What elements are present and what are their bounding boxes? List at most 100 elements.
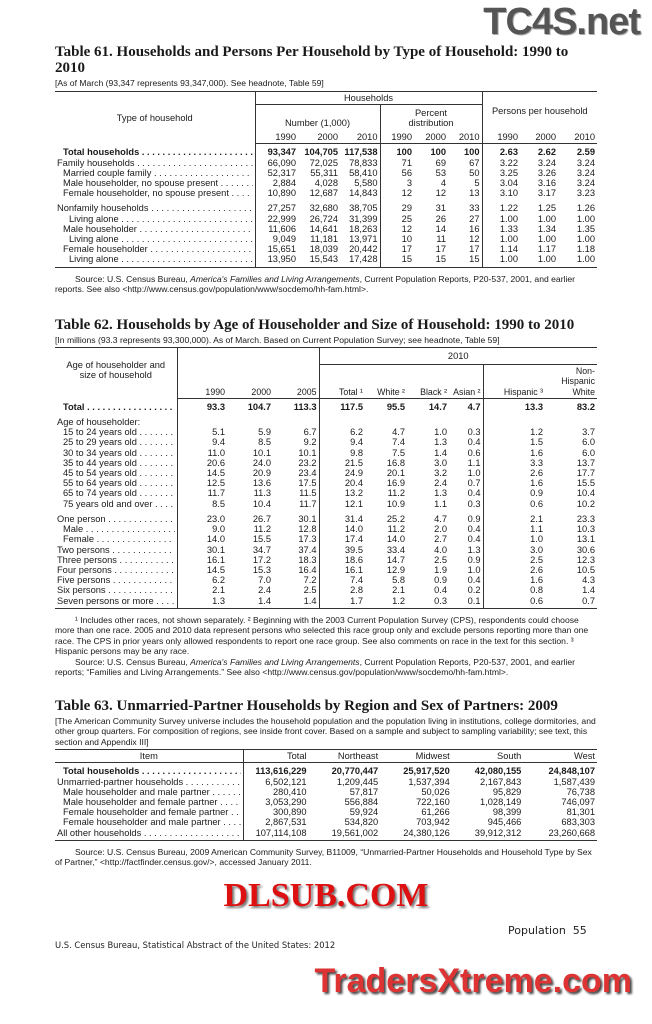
cell-value: 6.2 <box>318 427 365 438</box>
cell-value: 6.7 <box>303 427 317 438</box>
cell-value: 15 <box>469 254 480 265</box>
table-row: 15 to 24 years old5.1 5.9 6.76.2 4.7 1.0 0.31… <box>55 427 597 438</box>
row-label: Two persons <box>57 545 175 555</box>
column-header: 2000 <box>298 131 340 145</box>
table-row: Male9.0 11.2 12.814.0 11.2 2.0 0.41.1 10.3 <box>55 524 597 535</box>
table-62: Table 62. Households by Age of Household… <box>55 317 597 678</box>
cell-value: 280,410 <box>242 786 309 798</box>
cell-value: 83.2 <box>576 401 595 412</box>
cell-value: 20,770,447 <box>331 766 379 777</box>
column-header: South <box>451 749 524 764</box>
column-header: Total <box>242 749 309 764</box>
cell-value: 3.3 <box>482 457 545 469</box>
cell-value: 15,543 <box>309 254 338 265</box>
row-label: Seven persons or more <box>57 596 175 606</box>
cell-value: 4.7 <box>467 401 481 412</box>
cell-value: 1.1 <box>467 457 481 468</box>
cell-value: 53 <box>435 167 446 178</box>
cell-value: 1.25 <box>537 203 556 214</box>
cell-value: 300,890 <box>242 807 309 818</box>
cell-value: 2.7 <box>434 534 447 545</box>
cell-value: 52,317 <box>254 167 298 178</box>
stub-header: Age of householder and size of household <box>66 360 166 381</box>
column-header: 2010 <box>340 131 380 145</box>
cell-value: 27,257 <box>254 198 298 214</box>
cell-value: 3.24 <box>576 167 595 178</box>
table-62-source: Source: U.S. Census Bureau, America's Fa… <box>55 656 576 678</box>
cell-value: 1.0 <box>434 427 447 438</box>
households-header: Households <box>254 91 482 105</box>
table-row: Two persons30.1 34.7 37.439.5 33.4 4.0 1.33.0… <box>55 544 597 555</box>
cell-value: 15.3 <box>252 564 271 575</box>
cell-value: 11.2 <box>253 524 271 535</box>
row-label: All other households <box>57 828 241 838</box>
cell-value: 1.00 <box>537 233 556 244</box>
cell-value: 1.2 <box>392 595 405 606</box>
column-header: 2010 <box>448 131 482 145</box>
row-label: Male householder <box>57 224 253 234</box>
cell-value: 76,738 <box>566 786 595 797</box>
cell-value: 26,724 <box>309 213 338 224</box>
cell-value: 1.22 <box>481 198 520 214</box>
table-62-title: Table 62. Households by Age of Household… <box>55 316 575 333</box>
cell-value: 1,028,149 <box>479 797 522 808</box>
table-row: Nonfamily households27,257 32,680 38,70529… <box>55 198 597 214</box>
cell-value: 15 <box>379 254 414 268</box>
table-row: 30 to 34 years old11.010.110.19.87.51.40… <box>55 447 597 458</box>
cell-value: 7.0 <box>258 575 271 586</box>
cell-value: 17.4 <box>318 534 365 545</box>
table-row: 55 to 64 years old12.5 13.6 17.520.4 16.9 2.… <box>55 478 597 489</box>
cell-value: 3.10 <box>481 188 520 199</box>
cell-value: 81,301 <box>566 807 595 818</box>
cell-value: 0.1 <box>467 595 481 606</box>
cell-value: 5.8 <box>392 575 405 586</box>
cell-value: 12 <box>469 233 480 244</box>
cell-value: 17.3 <box>298 534 317 545</box>
cell-value: 4.7 <box>434 513 447 524</box>
cell-value: 20.1 <box>386 468 405 479</box>
table-row: Age of householder: <box>55 412 597 428</box>
cell-value: 0.6 <box>482 498 545 509</box>
cell-value: 1.00 <box>537 213 556 224</box>
percent-header: Percent distribution <box>379 104 482 132</box>
cell-value: 1.00 <box>576 233 595 244</box>
table-row: All other households107,114,108 19,561,00… <box>55 827 597 841</box>
cell-value: 9.4 <box>318 437 365 448</box>
cell-value: 6.2 <box>176 575 227 586</box>
cell-value: 1.4 <box>258 595 271 606</box>
row-label: Female householder and male partner <box>57 817 241 827</box>
cell-value: 3.24 <box>576 157 595 168</box>
cell-value: 12.5 <box>176 478 227 489</box>
cell-value: 14.7 <box>428 401 447 412</box>
cell-value: 14,641 <box>309 223 338 234</box>
cell-value: 3.26 <box>537 167 556 178</box>
table-row: Seven persons or more1.31.41.41.71.20.30… <box>55 595 597 609</box>
row-label: Living alone <box>57 234 253 244</box>
table-row: One person23.0 26.7 30.131.4 25.2 4.7 0.92.1 2… <box>55 508 597 525</box>
cell-value: 2.5 <box>434 554 447 565</box>
cell-value: 20.4 <box>318 478 365 489</box>
cell-value: 1.00 <box>481 213 520 224</box>
cell-value: 9.8 <box>318 447 365 458</box>
cell-value: 14.0 <box>386 534 405 545</box>
cell-value: 14.5 <box>176 564 227 576</box>
cell-value: 72,025 <box>309 157 338 168</box>
cell-value: 0.3 <box>467 498 481 509</box>
cell-value <box>176 412 227 428</box>
cell-value: 7.2 <box>303 575 317 586</box>
cell-value: 20.9 <box>252 468 271 479</box>
cell-value: 2.4 <box>434 478 447 489</box>
cell-value: 11.3 <box>253 488 271 499</box>
row-label: Female householder, no spouse present <box>57 188 253 198</box>
cell-value: 534,820 <box>344 817 379 828</box>
cell-value: 3.24 <box>576 177 595 188</box>
cell-value: 0.4 <box>467 524 481 535</box>
cell-value: 0.2 <box>467 585 481 596</box>
table-63-grid: Item Total Northeast Midwest South West Total… <box>55 749 597 841</box>
cell-value: 556,884 <box>344 797 379 808</box>
cell-value: 15.5 <box>576 478 595 489</box>
cell-value: 14 <box>435 223 446 234</box>
row-label: Family households <box>57 158 253 168</box>
